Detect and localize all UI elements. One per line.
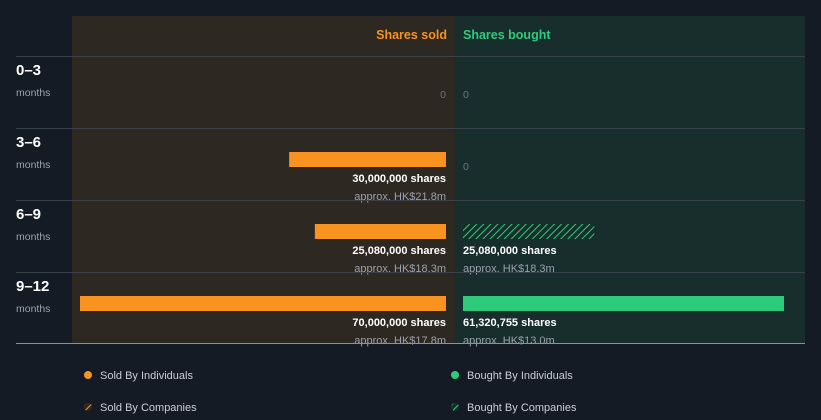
period-range-label: 6–9 bbox=[16, 206, 41, 223]
legend-item-bought-individuals: Bought By Individuals bbox=[451, 370, 573, 382]
sold-bar bbox=[80, 296, 446, 311]
sold-zero-label: 0 bbox=[440, 89, 446, 101]
legend-label-bought-individuals: Bought By Individuals bbox=[467, 370, 573, 382]
legend-item-sold-individuals: Sold By Individuals bbox=[84, 370, 193, 382]
sold-value-label: approx. HK$21.8m bbox=[354, 191, 446, 203]
legend: Sold By Individuals Bought By Individual… bbox=[84, 370, 577, 414]
sold-value-label: approx. HK$18.3m bbox=[354, 263, 446, 275]
period-range-label: 3–6 bbox=[16, 134, 41, 151]
period-range-label: 0–3 bbox=[16, 62, 41, 79]
period-unit-label: months bbox=[16, 303, 50, 315]
period-rows: 0–3 months 0 0 3–6 months 30,000,000 shares app… bbox=[16, 56, 805, 347]
period-unit-label: months bbox=[16, 159, 50, 171]
bought-bar bbox=[463, 296, 784, 311]
legend-label-sold-companies: Sold By Companies bbox=[100, 402, 197, 414]
header-shares-sold: Shares sold bbox=[376, 28, 447, 42]
period-unit-label: months bbox=[16, 87, 50, 99]
sold-bar bbox=[289, 152, 446, 167]
header-shares-bought: Shares bought bbox=[463, 28, 551, 42]
legend-label-sold-individuals: Sold By Individuals bbox=[100, 370, 193, 382]
bought-zero-label: 0 bbox=[463, 161, 469, 173]
sold-shares-label: 30,000,000 shares bbox=[352, 173, 446, 185]
legend-swatch-bought-companies bbox=[451, 403, 459, 411]
sold-value-label: approx. HK$17.8m bbox=[354, 335, 446, 347]
sold-shares-label: 70,000,000 shares bbox=[352, 317, 446, 329]
legend-swatch-bought-individuals bbox=[451, 371, 459, 379]
period-unit-label: months bbox=[16, 231, 50, 243]
sold-panel-background bbox=[72, 16, 455, 343]
period-range-label: 9–12 bbox=[16, 278, 49, 295]
bought-zero-label: 0 bbox=[463, 89, 469, 101]
bought-value-label: approx. HK$18.3m bbox=[463, 263, 555, 275]
bought-shares-label: 25,080,000 shares bbox=[463, 245, 557, 257]
sold-bar bbox=[314, 224, 446, 239]
legend-swatch-sold-companies bbox=[84, 403, 92, 411]
legend-label-bought-companies: Bought By Companies bbox=[467, 402, 577, 414]
legend-item-sold-companies: Sold By Companies bbox=[84, 402, 197, 414]
bought-panel-background bbox=[455, 16, 805, 343]
legend-item-bought-companies: Bought By Companies bbox=[451, 402, 577, 414]
bought-bar bbox=[463, 224, 595, 239]
legend-swatch-sold-individuals bbox=[84, 371, 92, 379]
sold-shares-label: 25,080,000 shares bbox=[352, 245, 446, 257]
bought-value-label: approx. HK$13.0m bbox=[463, 335, 555, 347]
bought-shares-label: 61,320,755 shares bbox=[463, 317, 557, 329]
